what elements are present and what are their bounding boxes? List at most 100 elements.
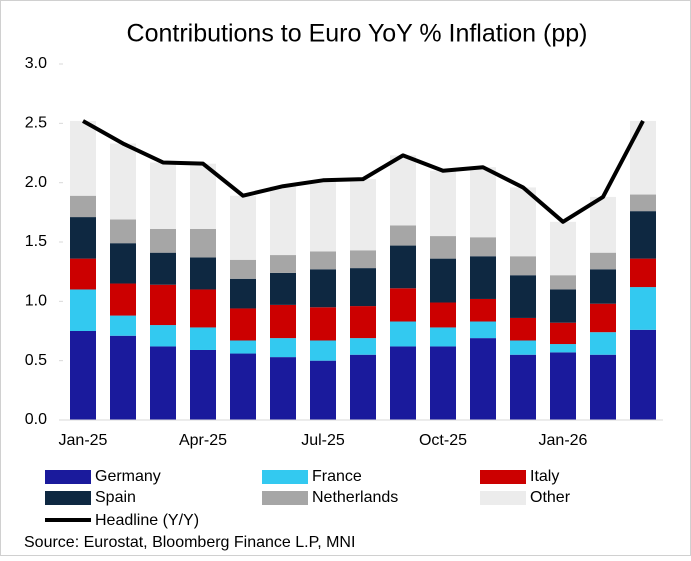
bar-segment (150, 162, 176, 229)
bar-segment (590, 196, 616, 253)
bar-segment (630, 258, 656, 288)
bar-segment (270, 304, 296, 339)
bar-segment (470, 321, 496, 339)
bar-segment (310, 307, 336, 341)
bar-segment (310, 251, 336, 270)
bar-segment (510, 256, 536, 276)
legend-swatch (45, 470, 91, 484)
y-tick-label: 1.0 (25, 293, 47, 310)
bar-segment (470, 338, 496, 420)
bar-segment (150, 284, 176, 326)
bar-segment (390, 346, 416, 420)
bar-segment (110, 315, 136, 336)
legend-swatch (262, 470, 308, 484)
bar-segment (350, 250, 376, 269)
legend-label: Italy (530, 468, 559, 485)
bar-segment (350, 306, 376, 339)
legend-label: Netherlands (312, 489, 398, 506)
bar-segment (390, 245, 416, 289)
bar-segment (470, 237, 496, 257)
bar-segment (150, 346, 176, 420)
headline-line (82, 119, 645, 224)
bar-segment (390, 321, 416, 347)
bar-segment (510, 187, 536, 257)
bar-segment (150, 252, 176, 285)
bar-segment (190, 257, 216, 290)
bar-segment (70, 195, 96, 218)
bar-segment (510, 340, 536, 355)
bar-segment (310, 269, 336, 308)
bar-segment (550, 344, 576, 353)
legend-label: Germany (95, 468, 161, 485)
bar-segment (230, 340, 256, 354)
y-tick-label: 2.0 (25, 174, 47, 191)
bar-segment (630, 329, 656, 420)
legend-label: Other (530, 489, 571, 506)
bar-segment (510, 354, 536, 420)
y-tick-label: 0.5 (25, 352, 47, 369)
bar-segment (510, 275, 536, 318)
bar-segment (190, 163, 216, 229)
bar-segment (270, 357, 296, 420)
bar-segment (190, 289, 216, 328)
legend-swatch (262, 491, 308, 505)
bar-segment (70, 331, 96, 420)
bar-segment (270, 186, 296, 256)
x-tick-label: Apr-25 (179, 432, 227, 449)
bar-segment (230, 353, 256, 420)
bar-segment (230, 259, 256, 279)
bar-segment (390, 225, 416, 246)
bar-segment (590, 269, 616, 304)
bar-segment (630, 287, 656, 330)
chart-title: Contributions to Euro YoY % Inflation (p… (127, 20, 588, 48)
bar-segment (310, 180, 336, 252)
bar-segment (430, 302, 456, 328)
bar-segment (510, 317, 536, 341)
bar-segment (630, 211, 656, 259)
bar-segment (630, 120, 656, 195)
bar-segment (190, 349, 216, 420)
legend-label: Spain (95, 489, 136, 506)
legend-swatch (45, 491, 91, 505)
bar-segment (270, 255, 296, 273)
y-tick-label: 1.5 (25, 233, 47, 250)
y-tick-label: 3.0 (25, 55, 47, 72)
bar-segment (590, 354, 616, 420)
bar-segment (350, 338, 376, 355)
x-tick-label: Jul-25 (301, 432, 345, 449)
bar-segment (110, 335, 136, 420)
bar-segment (550, 275, 576, 290)
bar-segment (430, 327, 456, 347)
bar-segment (270, 272, 296, 305)
legend-swatch (480, 491, 526, 505)
bar-segment (230, 278, 256, 309)
legend-label: France (312, 468, 362, 485)
bar-segment (550, 221, 576, 276)
bar-segment (230, 195, 256, 260)
bar-segment (550, 352, 576, 420)
bar-segment (70, 289, 96, 331)
bar-segment (310, 340, 336, 361)
bar-segment (550, 322, 576, 345)
x-tick-label: Jan-26 (539, 432, 588, 449)
bar-segment (70, 258, 96, 290)
bar-segment (350, 268, 376, 307)
x-tick-label: Oct-25 (419, 432, 467, 449)
bar-segment (190, 327, 216, 350)
bar-segment (630, 194, 656, 212)
bar-segment (430, 258, 456, 303)
source: Source: Eurostat, Bloomberg Finance L.P,… (24, 534, 355, 551)
bar-segment (70, 217, 96, 259)
y-tick-label: 0.0 (25, 411, 47, 428)
bar-segment (150, 325, 176, 347)
bar-segment (390, 288, 416, 322)
bar-segment (390, 155, 416, 226)
bar-segment (150, 228, 176, 253)
bar-segment (110, 243, 136, 284)
bar-segment (310, 360, 336, 420)
legend-label: Headline (Y/Y) (95, 512, 199, 529)
y-tick-label: 2.5 (25, 115, 47, 132)
bar-segment (430, 170, 456, 237)
bar-segment (110, 143, 136, 220)
